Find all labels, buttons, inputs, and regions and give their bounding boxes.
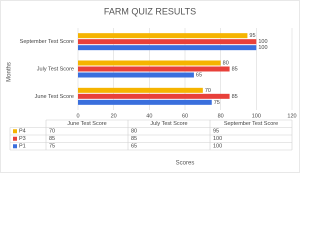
bar (78, 87, 203, 93)
y-tick-label: July Test Score (37, 66, 74, 72)
y-tick-label: June Test Score (35, 94, 74, 100)
table-cell: 95 (213, 129, 219, 135)
data-label: 75 (214, 100, 220, 106)
bar (78, 33, 248, 39)
x-tick-label: 20 (111, 113, 117, 119)
y-axis-title: Months (7, 62, 13, 82)
chart-frame (0, 0, 300, 173)
legend-swatch (13, 129, 17, 134)
bar (78, 39, 257, 45)
bar (78, 93, 230, 99)
data-label: 80 (223, 60, 229, 66)
x-tick-label: 80 (218, 113, 224, 119)
table-column-header: September Test Score (224, 121, 278, 127)
data-label: 85 (232, 66, 238, 72)
chart-title: FARM QUIZ RESULTS (104, 6, 196, 16)
x-tick-label: 100 (252, 113, 261, 119)
x-axis-title: Scores (176, 161, 195, 167)
data-label: 70 (205, 88, 211, 94)
table-column-header: July Test Score (150, 121, 187, 127)
x-tick-label: 120 (287, 113, 296, 119)
data-label: 85 (232, 94, 238, 100)
bar (78, 66, 230, 72)
x-tick-label: 0 (76, 113, 79, 119)
legend-label: P1 (19, 144, 26, 150)
x-tick-label: 60 (182, 113, 188, 119)
bar (78, 60, 221, 66)
table-cell: 80 (131, 129, 137, 135)
legend-label: P3 (19, 136, 26, 142)
bar (78, 45, 257, 51)
bar (78, 72, 194, 78)
table-column-header: June Test Score (67, 121, 106, 127)
table-cell: 100 (213, 144, 222, 150)
data-label: 95 (249, 33, 255, 39)
data-label: 65 (196, 72, 202, 78)
data-label: 100 (258, 45, 267, 51)
chart: FARM QUIZ RESULTS Months Scores June Tes… (0, 0, 300, 173)
legend-swatch (13, 144, 17, 149)
page: {"chart_data": {"type": "bar", "orientat… (0, 0, 300, 173)
bar (78, 99, 212, 105)
legend-swatch (13, 136, 17, 141)
table-cell: 85 (49, 136, 55, 142)
x-tick-label: 40 (146, 113, 152, 119)
table-cell: 70 (49, 129, 55, 135)
y-tick-label: September Test Score (20, 39, 74, 45)
legend-label: P4 (19, 129, 26, 135)
table-cell: 100 (213, 136, 222, 142)
table-cell: 75 (49, 144, 55, 150)
data-label: 100 (258, 39, 267, 45)
table-cell: 65 (131, 144, 137, 150)
table-cell: 85 (131, 136, 137, 142)
